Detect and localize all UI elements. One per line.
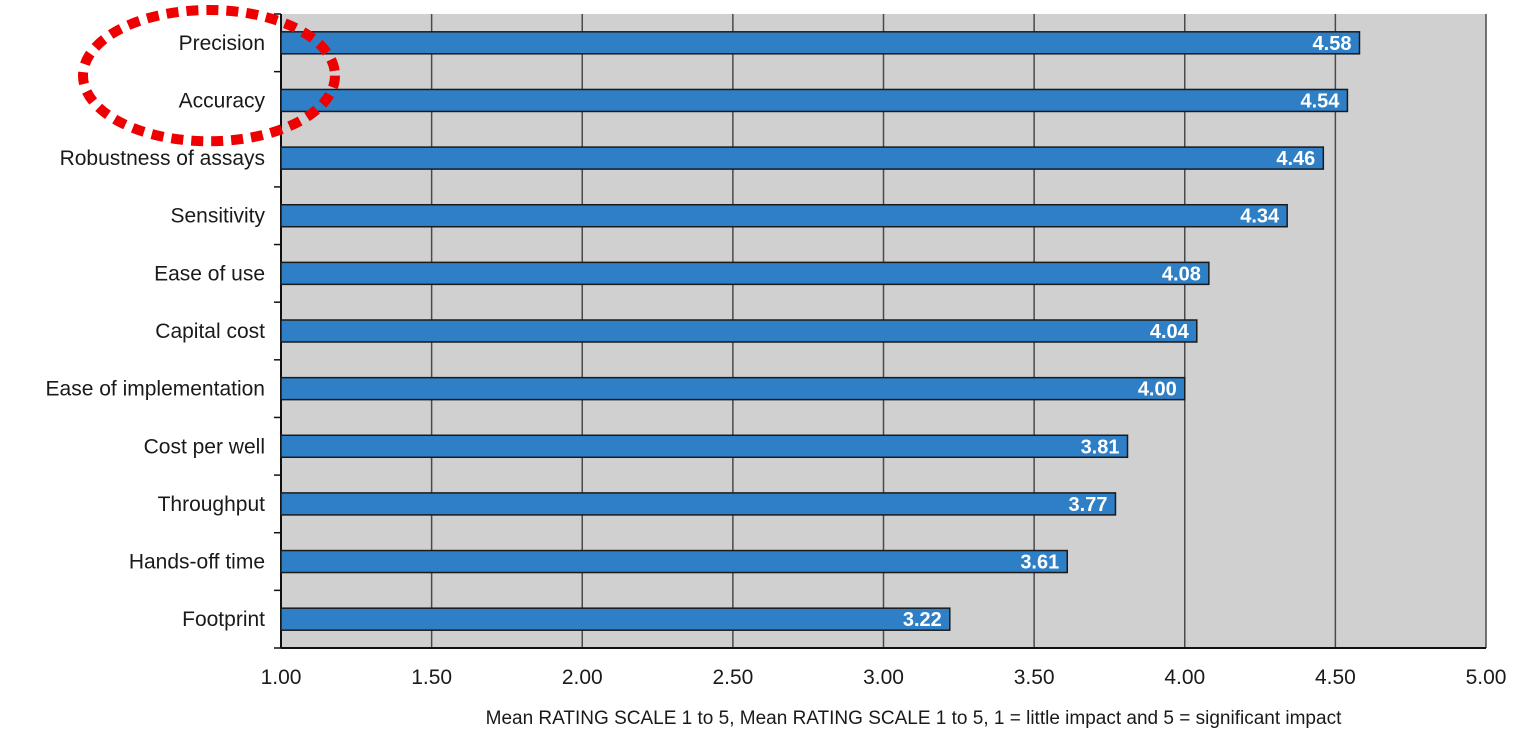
bar [280, 88, 1349, 113]
x-tick-label: 3.50 [1014, 666, 1055, 689]
bar [280, 434, 1129, 459]
category-label: Accuracy [179, 89, 266, 112]
bar [280, 31, 1361, 55]
bar [280, 376, 1186, 401]
category-label: Ease of use [154, 262, 265, 285]
data-label: 4.58 [1313, 33, 1352, 55]
bar [280, 146, 1325, 170]
bar [280, 607, 951, 631]
x-tick-label: 4.00 [1164, 666, 1205, 689]
data-label: 4.00 [1138, 379, 1177, 401]
data-label: 3.77 [1069, 494, 1108, 516]
data-label: 3.22 [903, 609, 942, 631]
category-label: Precision [179, 32, 265, 55]
category-label: Ease of implementation [46, 378, 265, 401]
category-label: Hands-off time [129, 551, 265, 574]
x-tick-label: 3.00 [863, 666, 904, 689]
x-tick-label: 1.00 [261, 666, 302, 689]
data-label: 4.46 [1276, 148, 1315, 170]
category-label: Sensitivity [170, 205, 265, 228]
category-label: Cost per well [144, 435, 265, 458]
bar [280, 549, 1069, 574]
category-label: Throughput [158, 493, 266, 516]
highlight-ellipse [78, 5, 340, 147]
data-label: 3.61 [1020, 552, 1059, 574]
bar [280, 319, 1198, 343]
data-label: 4.08 [1162, 263, 1201, 285]
bar [280, 492, 1117, 516]
x-tick-label: 5.00 [1466, 666, 1507, 689]
data-label: 3.81 [1081, 436, 1120, 458]
x-tick-label: 2.50 [712, 666, 753, 689]
data-label: 4.34 [1240, 206, 1280, 228]
x-axis-title: Mean RATING SCALE 1 to 5, Mean RATING SC… [486, 708, 1342, 729]
x-tick-label: 2.00 [562, 666, 603, 689]
category-label: Capital cost [155, 320, 265, 343]
category-label: Footprint [182, 608, 265, 631]
bar [280, 261, 1210, 286]
data-label: 4.54 [1300, 90, 1340, 112]
x-tick-label: 1.50 [411, 666, 452, 689]
data-label: 4.04 [1150, 321, 1190, 343]
bar [280, 203, 1288, 228]
plot-area: 1.00 1.50 2.00 2.50 3.00 3.50 4.00 4.50 5.00 4.58… [46, 5, 1507, 689]
x-tick-label: 4.50 [1315, 666, 1356, 689]
category-label: Robustness of assays [60, 147, 265, 170]
